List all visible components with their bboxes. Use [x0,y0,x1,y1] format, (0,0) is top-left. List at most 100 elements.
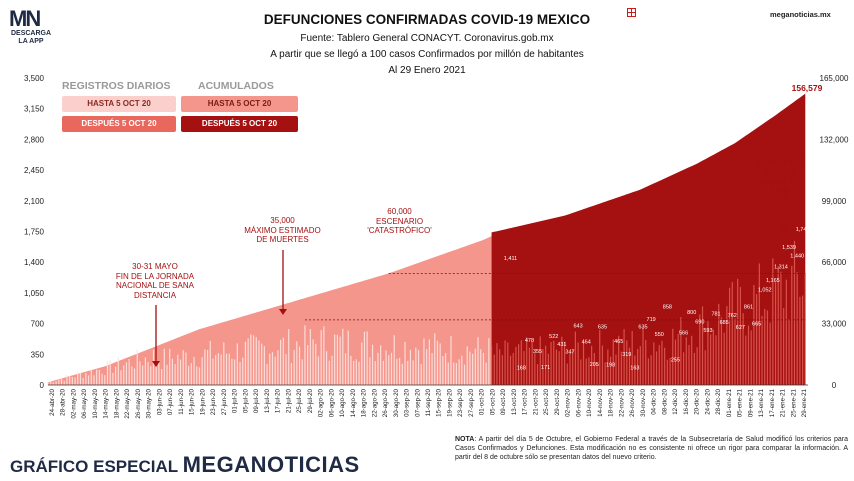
daily-bar [344,353,347,385]
y-right-tick-label: 165,000 [820,74,849,83]
y-left-tick-label: 3,500 [24,74,45,83]
daily-data-label: 635 [598,324,607,330]
daily-bar [682,352,685,385]
y-left-tick-label: 2,450 [24,166,45,175]
daily-bar [223,342,225,385]
daily-bar [198,367,201,385]
daily-bar [485,362,487,385]
daily-bar [182,350,184,385]
daily-data-label: 781 [711,311,720,317]
y-right-tick-label: 99,000 [822,197,847,206]
daily-bar [106,360,109,385]
legend-cumulative-title: ACUMULADOS [198,80,274,92]
daily-bar [142,365,144,385]
daily-bar [764,308,766,385]
x-tick-label: 26-ago-20 [382,388,389,417]
daily-bar [266,363,268,385]
x-tick-label: 18-ago-20 [361,388,368,417]
daily-bar [756,294,758,385]
daily-bar [723,332,725,385]
daily-bar [569,352,571,385]
daily-data-label: 1,440 [790,254,804,260]
logo-subtext: DESCARGA LA APP [10,30,52,45]
x-tick-label: 01-ene-21 [726,388,733,417]
daily-bar [428,339,430,385]
daily-bar [453,362,455,385]
daily-data-label: 522 [549,334,558,340]
daily-bar [482,352,485,385]
x-tick-label: 12-dic-20 [672,388,679,414]
daily-bar [274,356,276,385]
x-tick-label: 21-oct-20 [532,388,539,415]
daily-bar [499,349,501,385]
daily-bar [190,363,192,385]
x-tick-label: 27-jun-20 [221,388,228,415]
daily-bar [439,343,441,385]
x-tick-label: 08-dic-20 [661,388,668,414]
daily-bar [271,352,274,385]
daily-bar [290,363,293,385]
x-tick-label: 22-nov-20 [618,388,625,416]
daily-bar [120,370,122,385]
x-tick-label: 21-ene-21 [780,388,787,417]
daily-bar [423,338,425,385]
daily-bar [642,327,644,385]
daily-bar [144,357,146,385]
x-tick-label: 15-sep-20 [436,388,443,416]
daily-bar [104,375,106,385]
logo[interactable]: MN [9,6,41,31]
daily-data-label: 1,743 [796,227,810,233]
daily-bar [309,329,311,385]
daily-bar [458,359,460,385]
daily-bar [285,354,287,385]
daily-bar [71,376,73,385]
daily-bar [693,352,696,385]
daily-bar [69,376,71,385]
daily-bar [490,345,493,385]
daily-bar [206,350,209,385]
daily-bar [710,334,712,385]
daily-bar [720,317,723,385]
y-right-tick-label: 0 [832,381,837,390]
daily-bar [212,358,214,385]
daily-bar [512,353,514,385]
daily-bar [399,357,401,385]
daily-bar [388,355,390,385]
daily-bar [252,335,255,385]
x-tick-label: 06-nov-20 [575,388,582,416]
x-tick-label: 06-ago-20 [328,388,335,417]
y-right-tick-label: 66,000 [822,258,847,267]
daily-data-label: 168 [517,365,526,371]
daily-bar [777,266,779,385]
daily-bar [366,331,368,385]
x-tick-label: 20-dic-20 [694,388,701,414]
x-tick-label: 23-sep-20 [457,388,464,416]
daily-bar [666,359,668,385]
x-tick-label: 01-jul-20 [232,388,239,413]
daily-bar [393,335,395,385]
daily-bar [255,337,257,385]
x-tick-label: 04-dic-20 [651,388,658,414]
daily-bar [412,360,414,385]
daily-bar [82,378,84,385]
daily-bar [596,363,598,385]
x-tick-label: 07-sep-20 [414,388,421,416]
daily-bar [577,342,579,385]
daily-bar [215,355,217,385]
x-tick-label: 13-jul-20 [264,388,271,413]
daily-bar [377,352,379,385]
x-tick-label: 25-ene-21 [790,388,797,417]
daily-bar [701,306,704,385]
x-tick-label: 02-nov-20 [565,388,572,416]
brand-url[interactable]: meganoticias.mx [770,10,831,19]
daily-bar [496,343,498,385]
daily-bar [390,352,393,385]
daily-bar [626,340,628,385]
daily-bar [672,328,674,385]
daily-bar [317,356,320,385]
x-tick-label: 30-ago-20 [393,388,400,417]
daily-bar [236,343,238,385]
daily-bar [63,380,65,385]
daily-bar [593,353,595,385]
x-tick-label: 26-may-20 [135,388,142,418]
